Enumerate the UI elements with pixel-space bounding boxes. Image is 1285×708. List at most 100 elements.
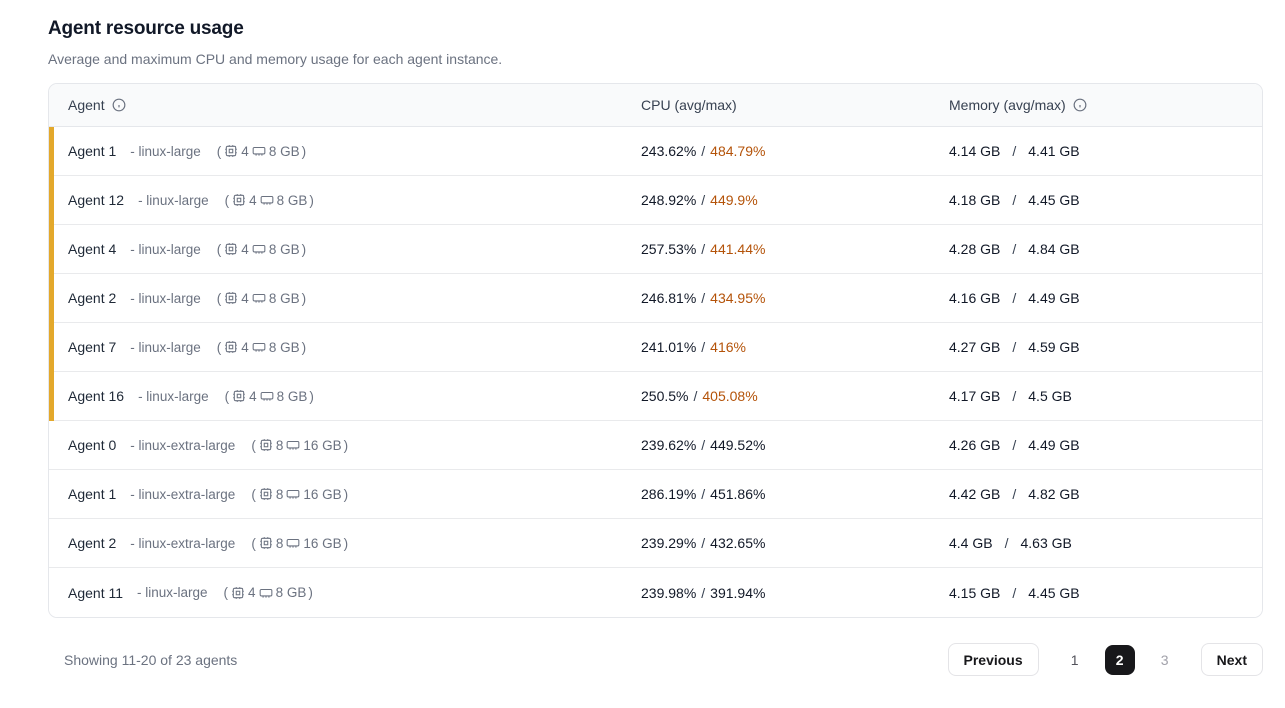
cpu-cell: 250.5%/405.08% [641,388,949,404]
ram-amount: 8 GB [268,143,300,159]
agent-type: - linux-extra-large [130,437,236,453]
cpu-warning-bar [49,372,54,421]
agent-name: Agent 12 [68,192,125,208]
table-row[interactable]: Agent 12 - linux-large ( 4 8 GB ) 248.92… [49,176,1262,225]
page: Agent resource usage Average and maximum… [48,18,1263,676]
agent-specs: ( 4 8 GB ) [225,389,314,404]
table-header-row: Agent CPU (avg/max) Memory (avg/max) [49,84,1262,127]
cpu-cell: 239.62%/449.52% [641,437,949,453]
memory-avg-value: 4.17 GB [949,388,1001,404]
cpu-chip-icon [259,488,272,500]
agent-name: Agent 4 [68,241,117,257]
cpu-count: 4 [241,290,249,306]
value-separator: / [701,535,706,551]
table-row[interactable]: Agent 2 - linux-extra-large ( 8 16 GB ) … [49,519,1262,568]
value-separator: / [1012,437,1017,453]
memory-stick-icon [252,244,266,254]
info-icon[interactable] [112,98,126,112]
page-button-2[interactable]: 2 [1104,644,1135,675]
value-separator: / [1012,339,1017,355]
agent-cell: Agent 0 - linux-extra-large ( 8 16 GB ) [49,437,641,453]
cpu-max-value: 451.86% [710,486,766,502]
agent-specs: ( 4 8 GB ) [225,193,314,208]
memory-stick-icon [252,146,266,156]
cpu-warning-bar [49,323,54,372]
agent-specs: ( 4 8 GB ) [217,340,306,355]
memory-avg-value: 4.14 GB [949,143,1001,159]
cpu-chip-icon [225,243,238,255]
next-page-button[interactable]: Next [1200,643,1263,676]
cpu-count: 8 [275,437,284,453]
page-button-1[interactable]: 1 [1060,645,1090,675]
ram-amount: 16 GB [303,486,342,502]
value-separator: / [1004,535,1009,551]
memory-avg-value: 4.16 GB [949,290,1001,306]
memory-stick-icon [286,440,300,450]
cpu-chip-icon [233,194,245,206]
table-row[interactable]: Agent 1 - linux-large ( 4 8 GB ) 243.62%… [49,127,1262,176]
value-separator: / [701,192,706,208]
previous-page-button[interactable]: Previous [947,643,1039,676]
memory-stick-icon [259,588,272,598]
agent-name: Agent 1 [68,143,117,159]
info-icon[interactable] [1073,98,1087,112]
cpu-warning-bar [49,225,54,274]
memory-cell: 4.18 GB / 4.45 GB [949,192,1262,208]
cpu-warning-bar [49,470,54,519]
memory-cell: 4.26 GB / 4.49 GB [949,437,1262,453]
agent-cell: Agent 1 - linux-large ( 4 8 GB ) [49,143,641,159]
agent-type: - linux-large [137,585,208,600]
memory-max-value: 4.5 GB [1028,388,1072,404]
cpu-cell: 248.92%/449.9% [641,192,949,208]
cpu-max-value: 441.44% [710,241,766,257]
agent-specs: ( 4 8 GB ) [224,585,313,600]
agent-name: Agent 11 [68,584,124,601]
cpu-cell: 286.19%/451.86% [641,486,949,502]
agent-type: - linux-large [138,388,209,404]
memory-avg-value: 4.18 GB [949,192,1001,208]
cpu-warning-bar [49,421,54,470]
table-row[interactable]: Agent 7 - linux-large ( 4 8 GB ) 241.01%… [49,323,1262,372]
agent-column-label: Agent [68,97,105,113]
memory-avg-value: 4.4 GB [949,535,993,551]
table-row[interactable]: Agent 11 - linux-large ( 4 8 GB ) 239.98… [49,568,1262,617]
ram-amount: 8 GB [276,192,308,208]
value-separator: / [693,388,698,404]
ram-amount: 8 GB [275,585,307,600]
ram-amount: 16 GB [303,535,342,551]
table-row[interactable]: Agent 0 - linux-extra-large ( 8 16 GB ) … [49,421,1262,470]
agent-cell: Agent 1 - linux-extra-large ( 8 16 GB ) [49,486,641,502]
value-separator: / [701,339,706,355]
table-row[interactable]: Agent 16 - linux-large ( 4 8 GB ) 250.5%… [49,372,1262,421]
agent-cell: Agent 2 - linux-extra-large ( 8 16 GB ) [49,535,641,551]
cpu-warning-bar [49,568,54,617]
agent-type: - linux-large [130,143,201,159]
cpu-chip-icon [225,145,238,157]
cpu-count: 4 [241,241,249,257]
value-separator: / [701,437,706,453]
agent-specs: ( 4 8 GB ) [217,291,306,306]
memory-column-header: Memory (avg/max) [949,97,1262,113]
agent-type: - linux-large [138,192,209,208]
specs-open-paren: ( [216,339,222,355]
ram-amount: 8 GB [276,388,308,404]
memory-stick-icon [260,195,273,205]
specs-open-paren: ( [251,535,256,551]
cpu-count: 4 [241,339,249,355]
results-summary: Showing 11-20 of 23 agents [64,651,238,668]
table-row[interactable]: Agent 2 - linux-large ( 4 8 GB ) 246.81%… [49,274,1262,323]
table-row[interactable]: Agent 4 - linux-large ( 4 8 GB ) 257.53%… [49,225,1262,274]
page-button-3[interactable]: 3 [1150,645,1180,675]
cpu-cell: 246.81%/434.95% [641,290,949,306]
table-row[interactable]: Agent 1 - linux-extra-large ( 8 16 GB ) … [49,470,1262,519]
value-separator: / [701,486,706,502]
agent-type: - linux-large [130,290,201,306]
memory-max-value: 4.49 GB [1028,437,1080,453]
cpu-max-value: 484.79% [710,143,766,159]
agent-cell: Agent 4 - linux-large ( 4 8 GB ) [49,241,641,257]
cpu-avg-value: 250.5% [641,388,689,404]
cpu-chip-icon [233,390,245,402]
agent-name: Agent 16 [68,388,125,404]
cpu-warning-bar [49,176,54,225]
specs-close-paren: ) [309,388,314,404]
